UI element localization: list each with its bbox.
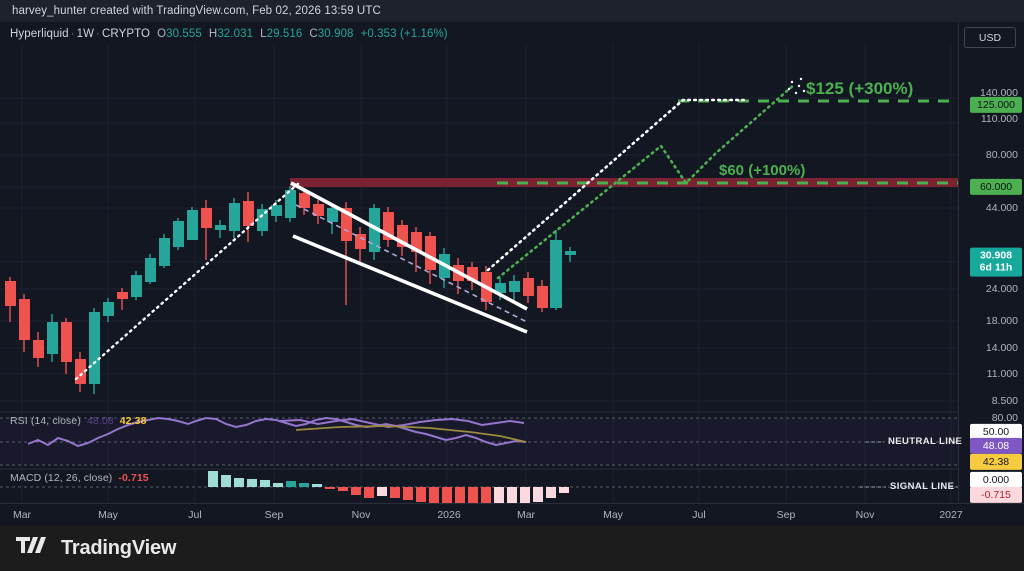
ohlc-close-value: 30.908 bbox=[317, 28, 354, 40]
attribution-text: harvey_hunter created with TradingView.c… bbox=[12, 5, 381, 17]
exchange-label: CRYPTO bbox=[101, 28, 151, 40]
time-label-8: Jul bbox=[692, 509, 706, 521]
price-tick-24: 24.000 bbox=[985, 283, 1018, 295]
chart-legend: Hyperliquid · 1W · CRYPTO O30.555 H32.031 L29.5… bbox=[10, 28, 448, 40]
tradingview-logo-icon bbox=[16, 535, 52, 562]
legend-separator-1: · bbox=[70, 28, 75, 40]
time-label-5: 2026 bbox=[437, 509, 461, 521]
macd-zero-pill: 0.000 bbox=[970, 471, 1022, 489]
price-tick-80: 80.000 bbox=[985, 149, 1018, 161]
price-tick-125-highlight: 125.000 bbox=[970, 96, 1022, 114]
target-125-annotation: $125 (+300%) bbox=[806, 79, 914, 98]
time-label-3: Sep bbox=[264, 509, 284, 521]
macd-value: -0.715 bbox=[118, 472, 149, 484]
macd-last-value-pill: -0.715 bbox=[970, 486, 1022, 504]
projection-spray-dots bbox=[787, 77, 806, 95]
rsi-last-value-pill: 48.08 bbox=[970, 437, 1022, 455]
symbol-name[interactable]: Hyperliquid bbox=[10, 28, 69, 40]
interval-label[interactable]: 1W bbox=[76, 28, 95, 40]
descending-channel bbox=[290, 181, 528, 334]
last-price-pill: 30.908 6d 11h bbox=[970, 247, 1022, 277]
neutral-line-label: NEUTRAL LINE bbox=[888, 436, 963, 447]
time-label-9: Sep bbox=[776, 509, 796, 521]
rsi-level-50-pill: 50.00 bbox=[970, 423, 1022, 441]
time-label-6: Mar bbox=[516, 509, 536, 521]
chart-canvas bbox=[0, 44, 958, 503]
rsi-moving-average bbox=[295, 425, 527, 443]
ohlc-low-value: 29.516 bbox=[266, 28, 303, 40]
rsi-title: RSI (14, close) bbox=[10, 415, 81, 427]
price-tick-60-highlight: 60.000 bbox=[970, 178, 1022, 196]
rsi-prev-value: 48.08 bbox=[86, 415, 114, 427]
price-tick-110: 110.000 bbox=[980, 113, 1018, 125]
rsi-line-extra bbox=[279, 417, 525, 429]
ohlc-open-value: 30.555 bbox=[166, 28, 202, 40]
rsi-line-left bbox=[27, 416, 527, 448]
ohlc-low-label: L bbox=[260, 28, 267, 40]
attribution-bar: harvey_hunter created with TradingView.c… bbox=[0, 0, 1024, 22]
signal-line-label: SIGNAL LINE bbox=[890, 481, 955, 492]
horizontal-gridlines bbox=[0, 97, 958, 402]
macd-histogram bbox=[208, 471, 569, 503]
target-60-annotation: $60 (+100%) bbox=[719, 162, 806, 179]
ohlc-high-label: H bbox=[208, 28, 218, 40]
pane-separators bbox=[0, 411, 958, 470]
rsi-tick-80: 80.00 bbox=[991, 412, 1018, 424]
time-label-7: May bbox=[603, 509, 623, 521]
projection-path-green bbox=[496, 82, 797, 280]
rsi-value: 42.38 bbox=[119, 415, 147, 427]
chart-container[interactable]: Hyperliquid · 1W · CRYPTO O30.555 H32.031 L29.5… bbox=[0, 22, 1024, 525]
uptrend-support-line bbox=[74, 180, 302, 381]
price-tick-44: 44.000 bbox=[985, 202, 1018, 214]
time-axis[interactable]: Mar May Jul Sep Nov 2026 Mar May Jul Sep… bbox=[0, 503, 1024, 525]
plot-area[interactable]: Hyperliquid · 1W · CRYPTO O30.555 H32.031 L29.5… bbox=[0, 22, 962, 503]
ohlc-open-label: O bbox=[157, 28, 167, 40]
footer-bar: TradingView bbox=[0, 525, 1024, 571]
price-tick-8-5: 8.500 bbox=[991, 395, 1018, 407]
projection-path-white bbox=[486, 98, 747, 272]
tradingview-wordmark: TradingView bbox=[61, 536, 177, 559]
time-label-11: 2027 bbox=[939, 509, 963, 521]
ohlc-high-value: 32.031 bbox=[217, 28, 254, 40]
price-tick-11: 11.000 bbox=[986, 368, 1018, 380]
legend-separator-2: · bbox=[96, 28, 100, 40]
price-change: +0.353 (+1.16%) bbox=[360, 28, 448, 40]
time-label-1: May bbox=[98, 509, 118, 521]
macd-pane bbox=[0, 471, 958, 503]
time-label-0: Mar bbox=[12, 509, 32, 521]
price-axis[interactable]: USD 140.000 125.000 110.000 80.000 60.00… bbox=[958, 22, 1024, 504]
bar-countdown: 6d 11h bbox=[979, 262, 1013, 274]
last-price-value: 30.908 bbox=[979, 249, 1013, 262]
candlestick-series bbox=[5, 186, 576, 394]
rsi-alt-value-pill: 42.38 bbox=[970, 453, 1022, 471]
ohlc-close-label: C bbox=[309, 28, 318, 40]
price-tick-14: 14.000 bbox=[985, 342, 1018, 354]
price-tick-18: 18.000 bbox=[985, 315, 1018, 327]
time-label-4: Nov bbox=[351, 509, 371, 521]
rsi-pane bbox=[0, 416, 958, 466]
currency-selector[interactable]: USD bbox=[964, 27, 1016, 48]
price-tick-140: 140.000 bbox=[980, 87, 1018, 99]
macd-legend: MACD (12, 26, close) -0.715 bbox=[10, 472, 149, 484]
time-label-10: Nov bbox=[855, 509, 875, 521]
time-label-2: Jul bbox=[188, 509, 202, 521]
rsi-legend: RSI (14, close) 48.08 42.38 bbox=[10, 415, 147, 427]
macd-title: MACD (12, 26, close) bbox=[10, 472, 113, 484]
